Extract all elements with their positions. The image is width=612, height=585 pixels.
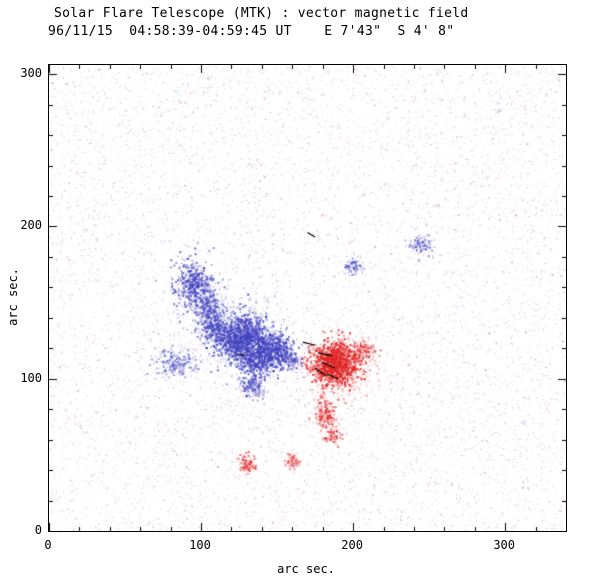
x-tick-label: 100 xyxy=(189,538,211,552)
x-tick-label: 300 xyxy=(493,538,516,552)
y-tick-label: 200 xyxy=(20,218,42,233)
y-tick-label: 100 xyxy=(20,370,42,385)
x-tick-label: 200 xyxy=(341,538,363,552)
y-tick-label: 300 xyxy=(20,66,42,81)
chart-subtitle: 96/11/15 04:58:39-04:59:45 UT E 7'43" S … xyxy=(48,24,455,39)
magnetogram-canvas xyxy=(49,65,566,531)
plot-area xyxy=(48,64,567,532)
x-axis-label: arc sec. xyxy=(277,562,335,576)
chart-title: Solar Flare Telescope (MTK) : vector mag… xyxy=(54,6,469,21)
x-tick-label: 0 xyxy=(44,538,52,552)
y-tick-label: 0 xyxy=(34,523,42,537)
y-axis-label: arc sec. xyxy=(6,268,20,326)
